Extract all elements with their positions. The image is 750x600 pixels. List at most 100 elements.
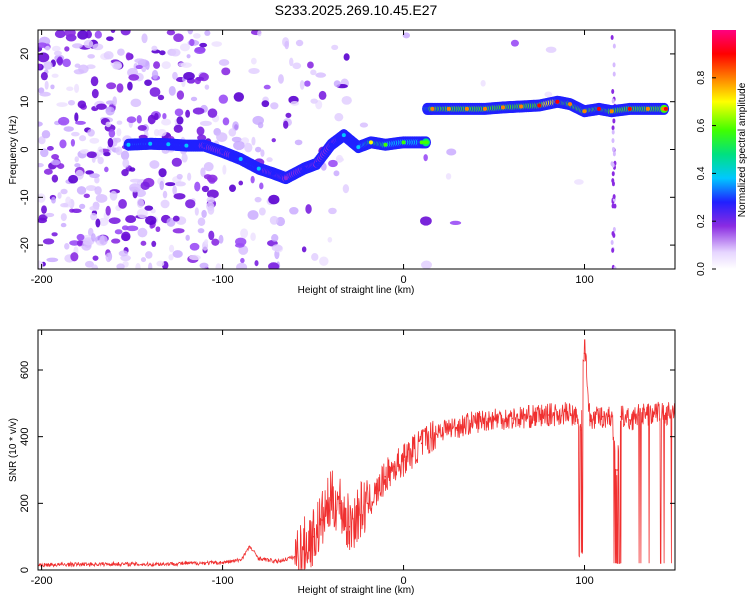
noise-speckle [76,186,87,195]
snr-panel: -200 -100 0 100 0 200 400 600 Height of straig… [8,329,676,596]
noise-speckle [211,238,220,246]
noise-speckle [76,240,83,247]
ridge-point [314,161,319,166]
noise-speckle [204,84,210,90]
noise-speckle [271,138,276,143]
noise-speckle [60,213,67,222]
noise-speckle [105,205,111,216]
noise-speckle [211,41,223,47]
noise-speckle [611,138,615,144]
noise-speckle [268,262,280,269]
noise-speckle [109,190,118,201]
noise-speckle [40,72,48,81]
noise-speckle [114,137,122,143]
noise-speckle [294,139,303,146]
noise-speckle [206,202,215,211]
noise-speckle [612,226,616,232]
noise-speckle [99,235,108,246]
ridge-point [464,106,469,111]
noise-speckle [206,196,215,204]
noise-speckle [310,98,318,104]
noise-speckle [301,246,307,253]
snr-data-point [375,492,378,495]
noise-speckle [134,58,146,64]
ridge-point [341,133,346,138]
noise-speckle [116,128,122,137]
noise-speckle [153,61,161,69]
snr-series-layer [38,339,675,570]
noise-speckle [545,46,557,53]
noise-speckle [166,217,176,227]
noise-speckle [110,30,116,33]
noise-speckle [75,120,86,125]
noise-speckle [83,39,94,49]
y-tick-label: -10 [19,189,31,205]
noise-speckle [269,215,279,225]
noise-speckle [193,33,201,39]
noise-speckle [41,205,47,214]
noise-speckle [44,80,49,90]
noise-speckle [78,135,87,142]
noise-speckle [136,198,145,209]
noise-speckle [259,182,264,190]
noise-speckle [120,30,131,36]
noise-speckle [118,199,127,209]
noise-speckle [318,90,327,100]
noise-speckle [174,181,186,187]
ridge-point [482,106,487,111]
snr-data-point [357,512,360,515]
noise-speckle [105,252,112,263]
noise-speckle [84,260,94,268]
noise-speckle [218,234,224,244]
noise-speckle [79,203,86,209]
noise-speckle [165,182,176,187]
y-tick-label: 200 [19,494,31,512]
noise-speckle [64,46,70,52]
ridge-point [202,143,207,148]
ridge-point [401,140,406,145]
x-tick-label: -100 [212,274,234,286]
noise-speckle [91,264,99,269]
ridge-point [537,103,542,108]
noise-speckle [611,89,615,95]
noise-speckle [168,244,175,253]
spectrogram-y-ticks: -20 -10 0 10 20 [19,48,675,253]
noise-speckle [331,44,339,50]
noise-speckle [120,150,130,161]
ridge-point [329,142,334,147]
noise-speckle [60,188,68,195]
snr-data-point [619,415,622,418]
snr-data-point [239,559,242,561]
noise-speckle [172,250,183,258]
noise-speckle [57,116,70,126]
noise-speckle [38,42,48,48]
noise-speckle [90,76,99,87]
noise-speckle [611,129,615,135]
snr-data-point [438,429,441,431]
noise-speckle [56,102,68,107]
noise-speckle [176,116,184,125]
noise-speckle [140,240,147,246]
snr-data-point [185,562,188,565]
noise-speckle [247,210,259,220]
snr-data-point [457,425,459,428]
noise-speckle [97,156,104,165]
noise-speckle [268,194,280,205]
noise-speckle [40,148,49,158]
noise-speckle [335,154,344,163]
noise-speckle [46,146,54,151]
snr-data-point [529,415,532,418]
noise-speckle [319,256,329,266]
noise-speckle [200,167,206,177]
noise-speckle [127,81,133,91]
noise-speckle [135,64,143,70]
ridge-point [220,149,225,154]
snr-data-point [638,414,640,416]
noise-speckle [204,30,211,36]
noise-speckle [85,30,92,39]
snr-data-point [420,442,423,445]
noise-speckle [190,96,198,102]
y-tick-label: 10 [19,96,31,108]
noise-speckle [53,50,62,56]
colorbar-tick-label: 0.8 [696,70,707,84]
